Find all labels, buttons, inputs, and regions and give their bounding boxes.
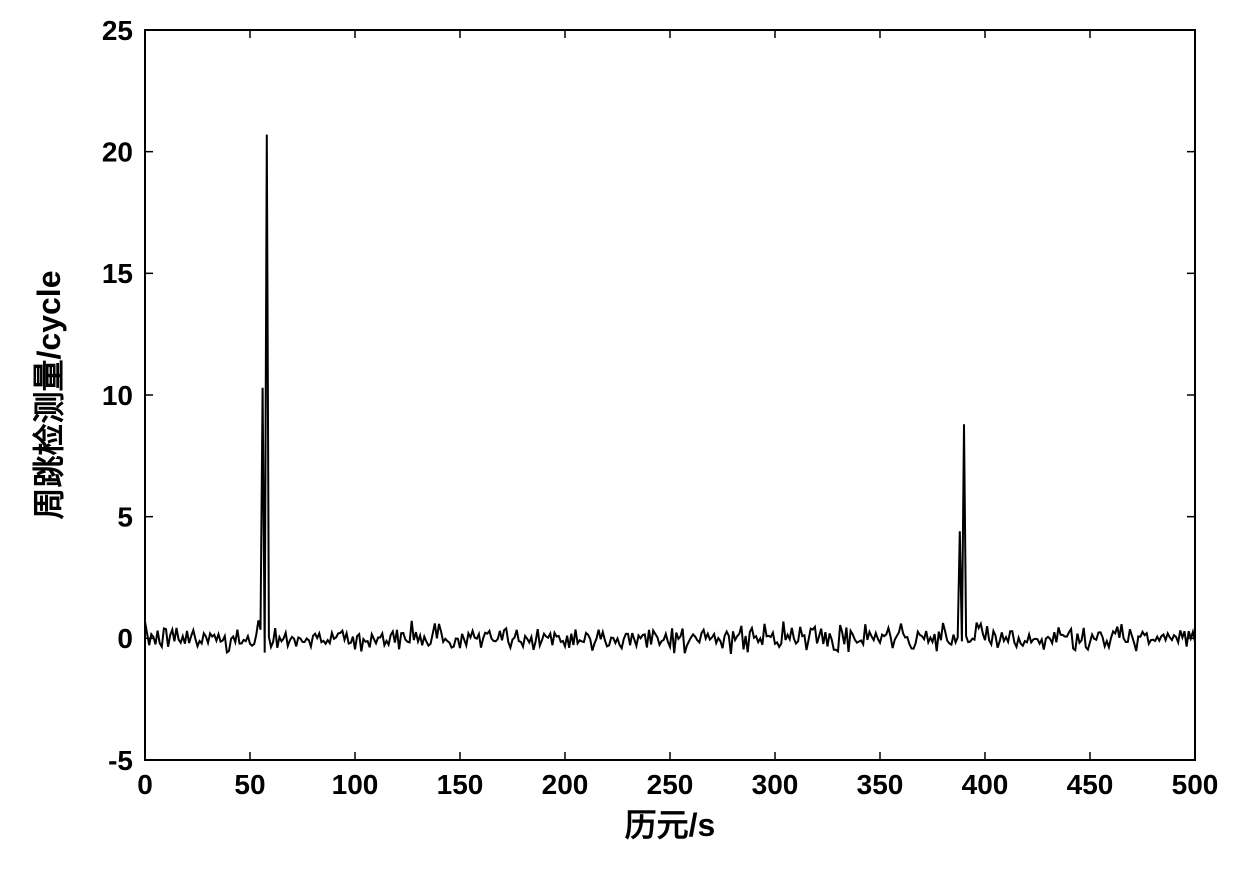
y-tick-label: 0 bbox=[117, 623, 133, 654]
y-tick-label: -5 bbox=[108, 745, 133, 776]
x-tick-label: 450 bbox=[1067, 769, 1114, 800]
x-tick-label: 150 bbox=[437, 769, 484, 800]
x-tick-label: 50 bbox=[234, 769, 265, 800]
x-tick-label: 500 bbox=[1172, 769, 1219, 800]
chart-container: 050100150200250300350400450500-505101520… bbox=[0, 0, 1240, 869]
y-axis-label: 周跳检测量/cycle bbox=[31, 271, 67, 520]
y-tick-label: 25 bbox=[102, 15, 133, 46]
y-tick-label: 10 bbox=[102, 380, 133, 411]
x-axis-label: 历元/s bbox=[625, 807, 716, 843]
y-tick-label: 5 bbox=[117, 501, 133, 532]
x-tick-label: 250 bbox=[647, 769, 694, 800]
line-chart: 050100150200250300350400450500-505101520… bbox=[0, 0, 1240, 869]
x-tick-label: 100 bbox=[332, 769, 379, 800]
x-tick-label: 350 bbox=[857, 769, 904, 800]
x-tick-label: 200 bbox=[542, 769, 589, 800]
y-tick-label: 15 bbox=[102, 258, 133, 289]
x-tick-label: 300 bbox=[752, 769, 799, 800]
y-tick-label: 20 bbox=[102, 136, 133, 167]
x-tick-label: 0 bbox=[137, 769, 153, 800]
x-tick-label: 400 bbox=[962, 769, 1009, 800]
